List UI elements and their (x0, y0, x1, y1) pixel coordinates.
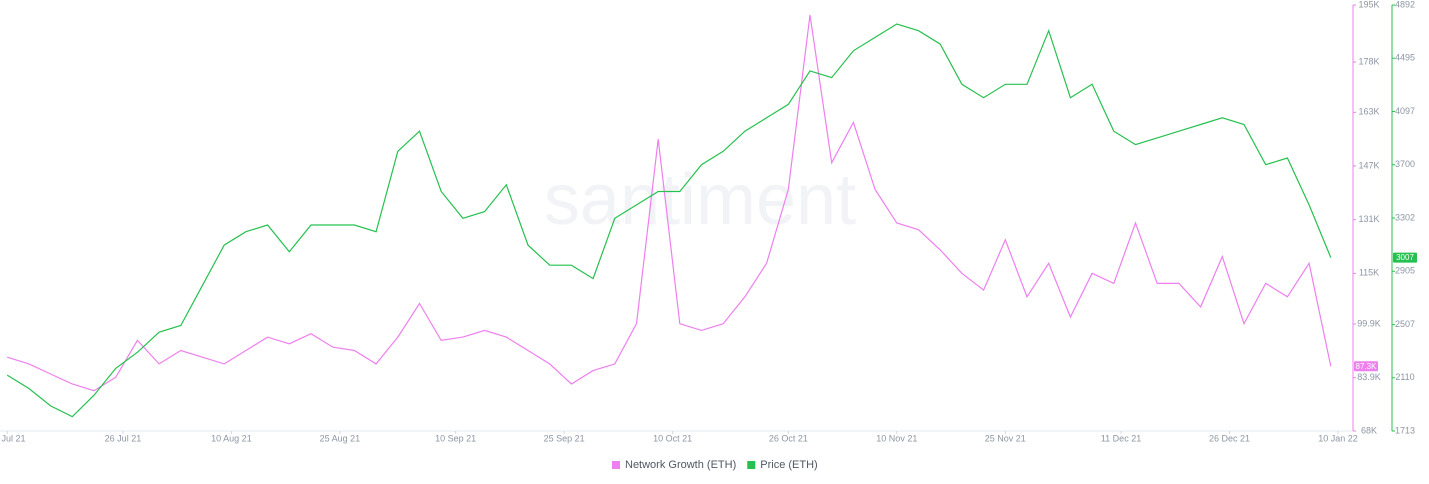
x-tick-label: 26 Oct 21 (769, 433, 808, 443)
y2-tick-label: 4097 (1395, 106, 1415, 116)
y2-tick-label: 2110 (1395, 372, 1414, 382)
legend-swatch (612, 461, 620, 469)
x-tick-label: 11 Dec 21 (1101, 433, 1141, 443)
x-tick-label: 25 Nov 21 (985, 433, 1026, 443)
y2-tick-label: 2507 (1395, 319, 1415, 329)
x-tick-label: 10 Nov 21 (876, 433, 917, 443)
value-tag (1393, 252, 1417, 263)
y2-tick-label: 4495 (1395, 53, 1415, 63)
watermark: santiment (544, 160, 856, 240)
x-tick-label: 10 Jan 22 (1318, 433, 1358, 443)
y2-tick-label: 3700 (1395, 159, 1415, 169)
x-tick-label: 10 Oct 21 (653, 433, 692, 443)
y2-tick-label: 1713 (1395, 425, 1415, 435)
y-tick-label: 83.9K (1357, 372, 1381, 382)
y-tick-label: 147K (1358, 160, 1379, 170)
series-line (6, 23, 1332, 418)
x-tick-label: 10 Aug 21 (211, 433, 252, 443)
legend-label: Network Growth (ETH) (625, 459, 736, 471)
y-tick-label: 178K (1358, 56, 1379, 66)
x-tick-label: 26 Dec 21 (1209, 433, 1250, 443)
x-tick-label: 25 Aug 21 (320, 433, 361, 443)
y-tick-label: 131K (1358, 214, 1379, 224)
y2-tick-label: 2905 (1395, 266, 1415, 276)
x-tick-label: 10 Jul 21 (0, 433, 25, 443)
y-tick-label: 163K (1358, 107, 1379, 117)
x-tick-label: 10 Sep 21 (435, 433, 476, 443)
legend-swatch (747, 461, 756, 469)
y-tick-label: 99.9K (1357, 318, 1381, 328)
x-tick-label: 26 Jul 21 (105, 433, 142, 443)
x-tick-label: 25 Sep 21 (544, 433, 585, 443)
y2-tick-label: 3302 (1395, 212, 1415, 222)
value-tag-label: 87.3K (1356, 362, 1378, 371)
value-tag-label: 3007 (1396, 253, 1414, 262)
legend-label: Price (ETH) (760, 459, 817, 471)
y2-tick-label: 4892 (1395, 0, 1415, 9)
series-line (7, 15, 1332, 392)
y-tick-label: 115K (1359, 268, 1379, 278)
y-tick-label: 195K (1358, 0, 1379, 9)
y-tick-label: 68K (1361, 425, 1377, 435)
value-tag (1354, 361, 1378, 372)
